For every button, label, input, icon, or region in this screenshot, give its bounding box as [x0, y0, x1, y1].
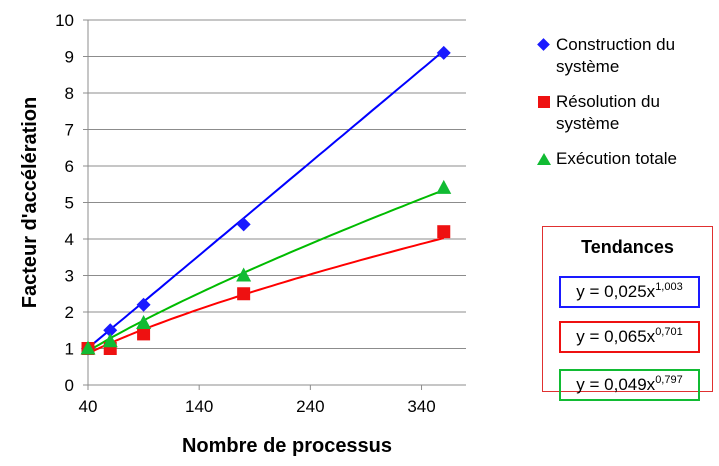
trends-title: Tendances — [581, 237, 674, 257]
trend-equation-base: y = 0,025x — [576, 282, 656, 301]
trendline — [87, 189, 445, 353]
legend-label: Construction du système — [556, 35, 676, 76]
trend-equation-exponent: 1,003 — [655, 281, 683, 293]
trend-equation-execution: y = 0,049x0,797 — [559, 369, 700, 401]
x-tick-label: 340 — [407, 397, 435, 416]
y-axis-title: Facteur d'accélération — [19, 97, 41, 309]
y-tick-label: 1 — [65, 340, 74, 359]
legend-item-resolution: Résolution du système — [536, 91, 719, 135]
data-point-triangle — [436, 179, 452, 194]
trend-equation-exponent: 0,701 — [655, 326, 683, 338]
trends-panel: Tendances y = 0,025x1,003 y = 0,065x0,70… — [542, 226, 713, 401]
y-tick-label: 2 — [65, 303, 74, 322]
legend-label: Résolution du système — [556, 92, 660, 133]
data-point-diamond — [103, 323, 118, 338]
y-tick-label: 9 — [65, 48, 74, 67]
diamond-marker-icon — [536, 34, 552, 56]
trend-equation-construction: y = 0,025x1,003 — [559, 276, 700, 308]
y-tick-label: 8 — [65, 84, 74, 103]
square-marker-icon — [536, 91, 552, 113]
x-tick-label: 140 — [185, 397, 213, 416]
data-point-triangle — [236, 267, 252, 282]
y-tick-label: 3 — [65, 267, 74, 286]
data-point-triangle — [80, 340, 96, 355]
data-point-diamond — [136, 297, 151, 312]
legend-item-construction: Construction du système — [536, 34, 719, 78]
trend-equation-resolution: y = 0,065x0,701 — [559, 321, 700, 353]
y-tick-label: 6 — [65, 157, 74, 176]
x-axis-title: Nombre de processus — [182, 435, 392, 457]
legend-item-execution: Exécution totale — [536, 148, 719, 170]
data-point-diamond — [236, 217, 251, 232]
legend: Construction du système Résolution du sy… — [536, 34, 719, 183]
data-point-triangle — [136, 314, 152, 329]
trend-equation-base: y = 0,049x — [576, 375, 656, 394]
trend-equation-exponent: 0,797 — [655, 374, 683, 386]
y-tick-label: 0 — [65, 376, 74, 395]
data-point-square — [137, 327, 151, 341]
y-tick-label: 10 — [55, 11, 74, 30]
y-tick-label: 4 — [65, 230, 74, 249]
x-tick-label: 40 — [79, 397, 98, 416]
triangle-marker-icon — [536, 148, 552, 170]
legend-label: Exécution totale — [556, 149, 677, 168]
data-point-square — [237, 287, 251, 301]
trend-equation-base: y = 0,065x — [576, 327, 656, 346]
data-point-diamond — [436, 45, 451, 60]
data-point-triangle — [102, 333, 118, 348]
x-tick-label: 240 — [296, 397, 324, 416]
y-tick-label: 5 — [65, 194, 74, 213]
data-point-square — [437, 225, 451, 239]
trendline — [87, 49, 445, 349]
y-tick-label: 7 — [65, 121, 74, 140]
